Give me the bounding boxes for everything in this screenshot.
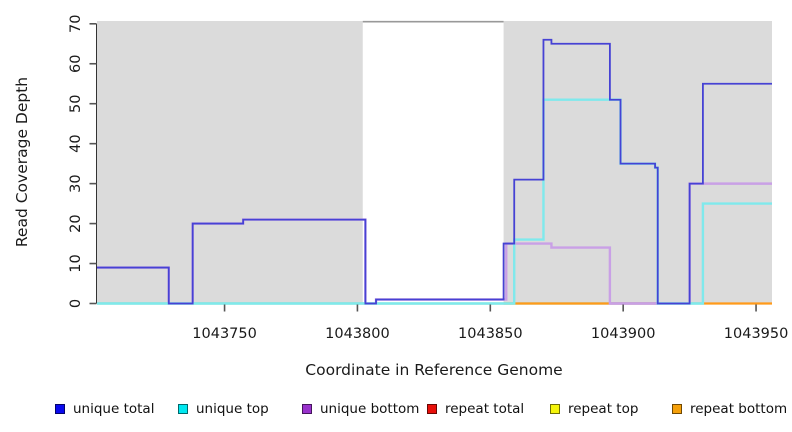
coverage-lines bbox=[97, 38, 772, 305]
y-axis-title: Read Coverage Depth bbox=[13, 77, 31, 247]
y-tick-label: 20 bbox=[68, 214, 84, 232]
y-tick-label: 70 bbox=[68, 15, 84, 33]
y-tick-label: 0 bbox=[68, 299, 84, 308]
plot-panel bbox=[97, 20, 772, 304]
legend-swatch-repeat-bottom bbox=[672, 404, 682, 414]
x-axis-title: Coordinate in Reference Genome bbox=[305, 361, 562, 379]
legend-swatch-unique-total bbox=[55, 404, 65, 414]
legend-item-repeat-bottom: repeat bottom bbox=[672, 398, 787, 420]
repeat-region bbox=[362, 21, 504, 304]
x-tick-label: 1043900 bbox=[591, 326, 656, 342]
unique-total-line bbox=[97, 38, 772, 305]
x-tick-label: 1043950 bbox=[724, 326, 789, 342]
legend-item-repeat-total: repeat total bbox=[427, 398, 524, 420]
legend-label: unique bottom bbox=[320, 401, 420, 417]
x-tick-label: 1043800 bbox=[325, 326, 390, 342]
legend-label: repeat bottom bbox=[690, 401, 788, 417]
y-tick-label: 30 bbox=[68, 174, 84, 192]
legend-item-unique-bottom: unique bottom bbox=[302, 398, 419, 420]
coverage-chart: 1043750 1043800 1043850 1043900 1043950 0 10 20… bbox=[13, 15, 788, 379]
legend-item-repeat-top: repeat top bbox=[550, 398, 638, 420]
y-tick-label: 60 bbox=[68, 55, 84, 73]
legend-label: repeat top bbox=[568, 401, 639, 417]
legend-label: unique total bbox=[73, 401, 155, 417]
axes: 1043750 1043800 1043850 1043900 1043950 0 10 20… bbox=[68, 15, 788, 342]
legend-item-unique-top: unique top bbox=[178, 398, 269, 420]
legend-swatch-repeat-top bbox=[550, 404, 560, 414]
x-tick-label: 1043750 bbox=[192, 326, 257, 342]
legend-item-unique-total: unique total bbox=[55, 398, 154, 420]
legend-label: unique top bbox=[196, 401, 269, 417]
x-tick-label: 1043850 bbox=[458, 326, 523, 342]
legend-swatch-repeat-total bbox=[427, 404, 437, 414]
legend-label: repeat total bbox=[445, 401, 525, 417]
y-tick-label: 50 bbox=[68, 94, 84, 112]
y-tick-label: 40 bbox=[68, 134, 84, 152]
y-tick-label: 10 bbox=[68, 254, 84, 272]
legend: unique total unique top unique bottom repea… bbox=[0, 398, 792, 422]
legend-swatch-unique-top bbox=[178, 404, 188, 414]
legend-swatch-unique-bottom bbox=[302, 404, 312, 414]
